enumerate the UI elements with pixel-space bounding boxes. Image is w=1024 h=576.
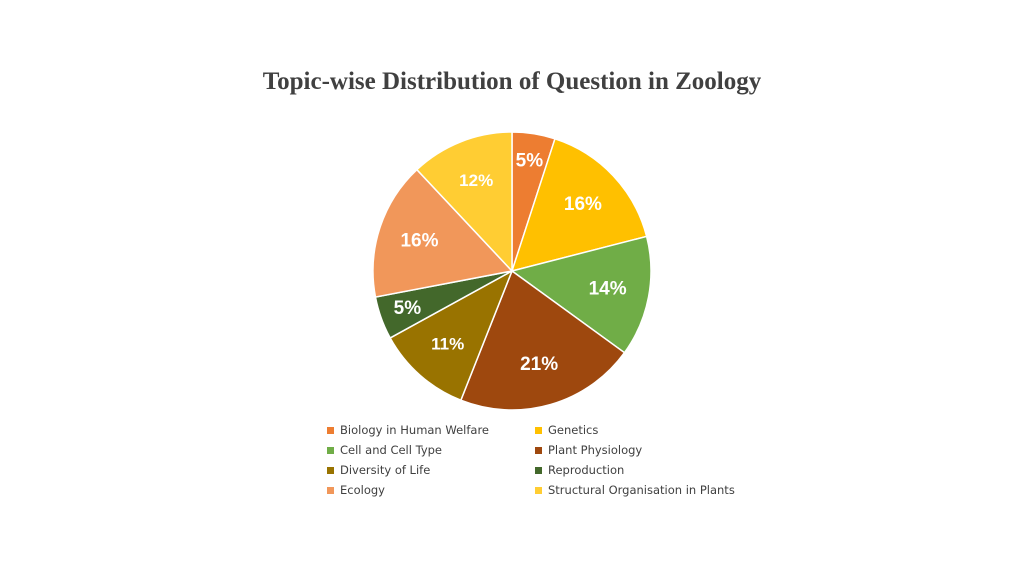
legend-item-2: Cell and Cell Type: [327, 443, 535, 457]
pie-slice-label-6: 16%: [400, 230, 438, 251]
pie-slice-6: [372, 168, 514, 298]
legend-swatch-1: [535, 426, 542, 434]
pie-slice-label-4: 11%: [431, 335, 464, 354]
legend-label-4: Diversity of Life: [340, 463, 431, 477]
legend-label-6: Ecology: [340, 483, 385, 497]
legend-swatch-7: [535, 486, 542, 494]
legend-item-1: Genetics: [535, 423, 747, 437]
legend-swatch-2: [327, 446, 334, 454]
legend-item-0: Biology in Human Welfare: [327, 423, 535, 437]
legend-item-7: Structural Organisation in Plants: [535, 483, 747, 497]
legend-swatch-3: [535, 446, 542, 454]
pie-slice-label-7: 12%: [459, 171, 493, 190]
pie-slice-3: [459, 269, 626, 411]
pie-slice-label-0: 5%: [516, 151, 544, 172]
legend-label-1: Genetics: [548, 423, 599, 437]
pie-slice-2: [510, 235, 652, 354]
legend-item-4: Diversity of Life: [327, 463, 535, 477]
pie-slice-7: [415, 131, 513, 273]
pie-slice-label-1: 16%: [564, 194, 602, 215]
legend-label-0: Biology in Human Welfare: [340, 423, 489, 437]
legend-item-6: Ecology: [327, 483, 535, 497]
legend-swatch-4: [327, 466, 334, 474]
pie-slice-4: [389, 269, 514, 402]
chart-title: Topic-wise Distribution of Question in Z…: [262, 68, 762, 95]
legend-label-2: Cell and Cell Type: [340, 443, 443, 457]
pie-slice-label-3: 21%: [520, 354, 558, 375]
chart-legend: Biology in Human Welfare Genetics Cell and…: [327, 423, 747, 497]
legend-label-5: Reproduction: [548, 463, 625, 477]
pie-slice-1: [510, 137, 648, 273]
legend-swatch-6: [327, 486, 334, 494]
pie-slice-label-5: 5%: [394, 298, 422, 319]
legend-label-7: Structural Organisation in Plants: [548, 483, 735, 497]
pie-slice-label-2: 14%: [589, 279, 627, 300]
legend-label-3: Plant Physiology: [548, 443, 643, 457]
legend-swatch-5: [535, 466, 542, 474]
legend-item-3: Plant Physiology: [535, 443, 747, 457]
legend-item-5: Reproduction: [535, 463, 747, 477]
legend-swatch-0: [327, 426, 334, 434]
